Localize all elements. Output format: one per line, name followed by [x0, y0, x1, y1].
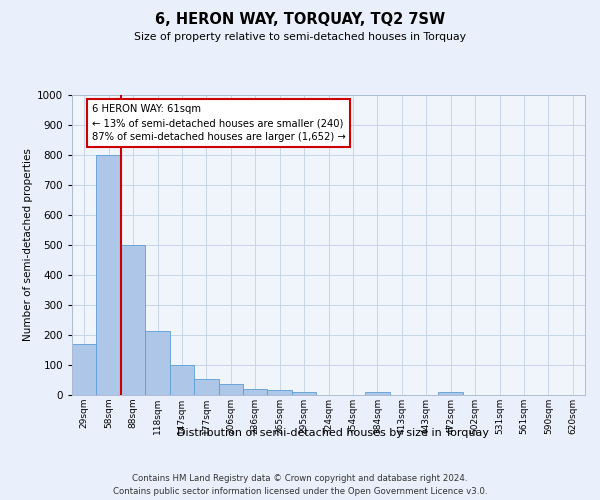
Bar	[243, 389, 268, 395]
Bar	[145, 330, 170, 395]
Bar	[170, 365, 194, 395]
Bar	[365, 392, 389, 395]
Y-axis label: Number of semi-detached properties: Number of semi-detached properties	[23, 148, 32, 342]
Bar	[194, 378, 218, 395]
Bar	[97, 155, 121, 395]
Text: Size of property relative to semi-detached houses in Torquay: Size of property relative to semi-detach…	[134, 32, 466, 42]
Bar	[268, 390, 292, 395]
Bar	[292, 392, 316, 395]
Text: 6, HERON WAY, TORQUAY, TQ2 7SW: 6, HERON WAY, TORQUAY, TQ2 7SW	[155, 12, 445, 28]
Text: Contains HM Land Registry data © Crown copyright and database right 2024.: Contains HM Land Registry data © Crown c…	[132, 474, 468, 483]
Text: Distribution of semi-detached houses by size in Torquay: Distribution of semi-detached houses by …	[177, 428, 489, 438]
Text: Contains public sector information licensed under the Open Government Licence v3: Contains public sector information licen…	[113, 488, 487, 496]
Bar	[121, 245, 145, 395]
Bar	[218, 384, 243, 395]
Text: 6 HERON WAY: 61sqm
← 13% of semi-detached houses are smaller (240)
87% of semi-d: 6 HERON WAY: 61sqm ← 13% of semi-detache…	[92, 104, 345, 142]
Bar	[72, 344, 97, 395]
Bar	[439, 392, 463, 395]
